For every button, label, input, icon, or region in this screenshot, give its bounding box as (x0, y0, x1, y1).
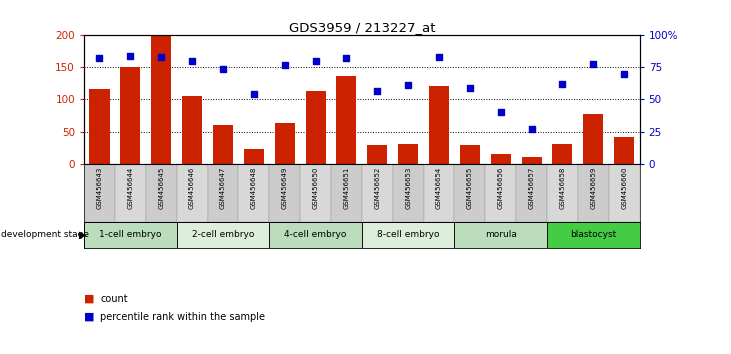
Bar (300, 164, 331, 222)
Bar (516, 164, 547, 222)
Bar (269, 222, 362, 248)
Bar (238, 164, 269, 222)
Text: GSM456646: GSM456646 (189, 166, 195, 209)
Title: GDS3959 / 213227_at: GDS3959 / 213227_at (289, 21, 435, 34)
Text: blastocyst: blastocyst (570, 230, 616, 240)
Bar (244, 149, 264, 164)
Bar (614, 137, 635, 164)
Point (402, 82, 414, 88)
Bar (460, 145, 480, 164)
Bar (578, 164, 609, 222)
Text: GSM456656: GSM456656 (498, 166, 504, 209)
Text: development stage: development stage (1, 230, 88, 240)
Point (588, 61, 599, 67)
Text: GSM456652: GSM456652 (374, 166, 380, 209)
Bar (521, 157, 542, 164)
Bar (423, 164, 455, 222)
Bar (553, 144, 572, 164)
Text: ▶: ▶ (79, 230, 86, 240)
Text: GSM456655: GSM456655 (467, 166, 473, 209)
Text: 8-cell embryo: 8-cell embryo (377, 230, 439, 240)
Text: ■: ■ (84, 312, 94, 322)
Text: GSM456658: GSM456658 (559, 166, 566, 209)
Bar (547, 164, 578, 222)
Point (341, 56, 352, 61)
Text: 2-cell embryo: 2-cell embryo (192, 230, 254, 240)
Bar (398, 144, 418, 164)
Text: GSM456648: GSM456648 (251, 166, 257, 209)
Text: GSM456651: GSM456651 (344, 166, 349, 209)
Bar (583, 114, 603, 164)
Point (464, 85, 476, 91)
Point (618, 71, 630, 77)
Bar (393, 164, 423, 222)
Point (433, 55, 445, 60)
Bar (362, 164, 393, 222)
Bar (177, 222, 269, 248)
Point (217, 66, 229, 72)
Text: GSM456647: GSM456647 (220, 166, 226, 209)
Bar (121, 68, 140, 164)
Point (248, 92, 260, 97)
Bar (331, 164, 362, 222)
Point (495, 109, 507, 115)
Bar (208, 164, 238, 222)
Point (279, 62, 290, 68)
Bar (362, 222, 455, 248)
Bar (336, 76, 357, 164)
Text: morula: morula (485, 230, 517, 240)
Bar (429, 86, 449, 164)
Bar (547, 222, 640, 248)
Bar (84, 222, 177, 248)
Text: GSM456643: GSM456643 (96, 166, 102, 209)
Bar (151, 35, 171, 164)
Bar (84, 164, 115, 222)
Bar (609, 164, 640, 222)
Bar (491, 154, 511, 164)
Bar (455, 222, 547, 248)
Point (556, 81, 568, 87)
Text: 1-cell embryo: 1-cell embryo (99, 230, 162, 240)
Point (124, 53, 136, 59)
Bar (455, 164, 485, 222)
Bar (213, 125, 233, 164)
Text: GSM456657: GSM456657 (529, 166, 534, 209)
Text: GSM456660: GSM456660 (621, 166, 627, 209)
Bar (306, 91, 325, 164)
Point (371, 88, 383, 93)
Bar (177, 164, 208, 222)
Bar (275, 122, 295, 164)
Point (156, 55, 167, 60)
Text: GSM456650: GSM456650 (313, 166, 319, 209)
Point (526, 126, 537, 132)
Text: percentile rank within the sample: percentile rank within the sample (100, 312, 265, 322)
Bar (145, 164, 177, 222)
Point (310, 58, 322, 64)
Bar (269, 164, 300, 222)
Text: count: count (100, 294, 128, 304)
Text: GSM456644: GSM456644 (127, 166, 133, 209)
Point (186, 58, 198, 64)
Text: GSM456649: GSM456649 (281, 166, 288, 209)
Bar (182, 96, 202, 164)
Bar (485, 164, 516, 222)
Text: GSM456653: GSM456653 (405, 166, 411, 209)
Bar (115, 164, 145, 222)
Bar (89, 89, 110, 164)
Text: GSM456654: GSM456654 (436, 166, 442, 209)
Point (94, 56, 105, 61)
Bar (367, 145, 387, 164)
Text: 4-cell embryo: 4-cell embryo (284, 230, 346, 240)
Text: GSM456645: GSM456645 (158, 166, 164, 209)
Text: ■: ■ (84, 294, 94, 304)
Text: GSM456659: GSM456659 (591, 166, 596, 209)
